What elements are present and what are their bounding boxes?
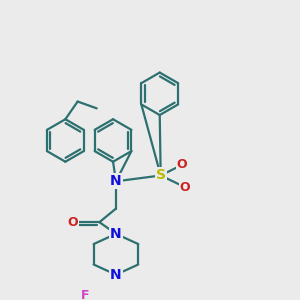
Text: O: O (177, 158, 188, 171)
Text: N: N (110, 174, 122, 188)
Text: F: F (81, 289, 89, 300)
Text: O: O (67, 216, 77, 229)
Text: O: O (180, 181, 190, 194)
Text: N: N (110, 227, 122, 241)
Text: N: N (110, 268, 122, 282)
Text: S: S (156, 169, 166, 182)
